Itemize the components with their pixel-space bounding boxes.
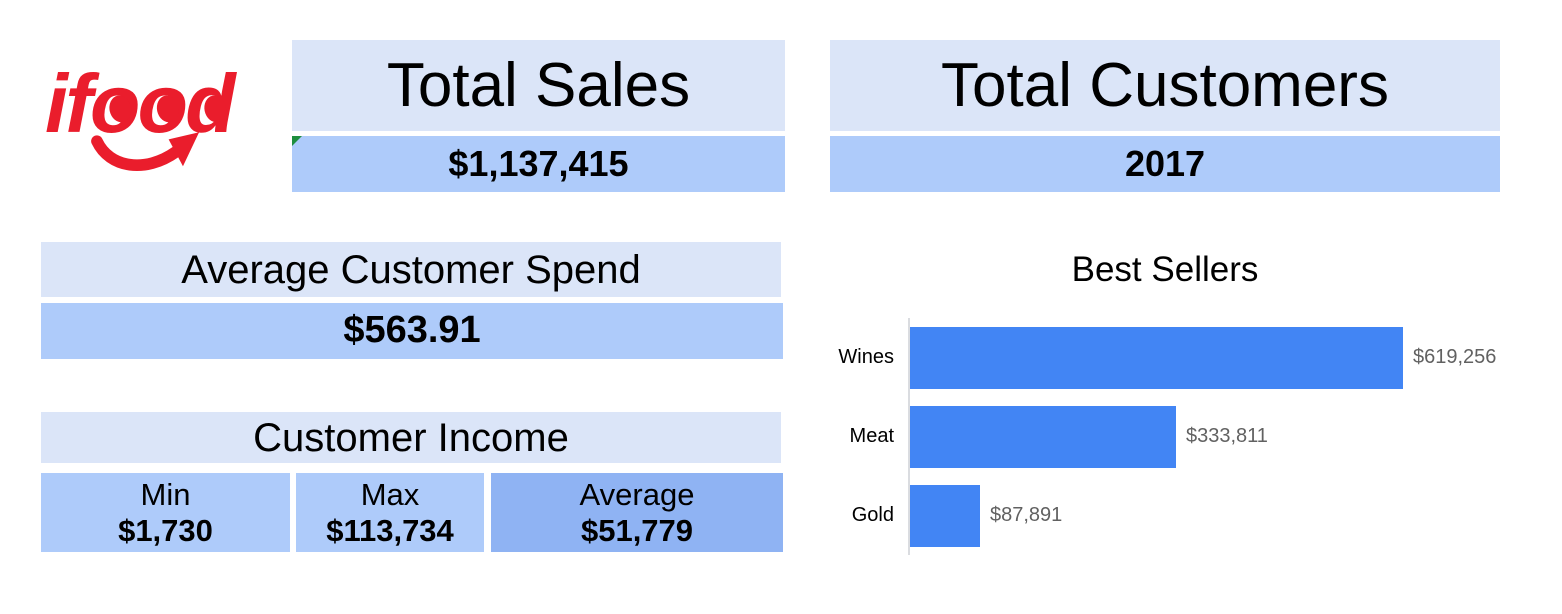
bar-wines[interactable] (910, 326, 1403, 389)
arrowhead-icon (168, 132, 200, 167)
total-customers-title: Total Customers (941, 50, 1389, 120)
category-label: Wines (838, 346, 894, 368)
bar-gold[interactable] (910, 484, 980, 547)
total-customers-value: 2017 (1124, 143, 1206, 185)
bar-value-label: $333,811 (1186, 425, 1268, 447)
income-average-value: $51,779 (580, 512, 694, 548)
total-sales-title: Total Sales (386, 50, 691, 120)
ifood-logo: ifood (45, 48, 260, 186)
income-max-cell[interactable]: Max $113,734 (296, 473, 484, 552)
income-min-label: Min (140, 476, 191, 512)
bar-area: $333,811 (894, 405, 1530, 468)
income-max-label: Max (360, 476, 420, 512)
category-label: Meat (849, 425, 894, 447)
chart-title: Best Sellers (1071, 250, 1259, 289)
average-spend-header-cell[interactable]: Average Customer Spend (41, 242, 781, 297)
income-max-value: $113,734 (326, 512, 454, 548)
swoosh-arrow-icon (91, 135, 182, 171)
income-min-cell[interactable]: Min $1,730 (41, 473, 290, 552)
chart-axis (908, 318, 910, 555)
total-sales-value-cell[interactable]: $1,137,415 (292, 136, 785, 192)
best-sellers-chart: Wines $619,256 Meat $333,811 Gold $87,891 (830, 318, 1530, 556)
note-marker-icon (292, 136, 302, 146)
chart-rows: Wines $619,256 Meat $333,811 Gold $87,891 (830, 318, 1530, 556)
bar-row-gold: Gold $87,891 (830, 476, 1530, 555)
bar-value-label: $619,256 (1413, 346, 1497, 368)
ifood-logo-icon: ifood (45, 58, 240, 171)
total-customers-header-cell[interactable]: Total Customers (830, 40, 1500, 131)
income-average-cell[interactable]: Average $51,779 (491, 473, 783, 552)
category-label: Gold (851, 504, 894, 526)
bar-row-wines: Wines $619,256 (830, 318, 1530, 397)
bar-value-label: $87,891 (990, 504, 1063, 526)
average-spend-value-cell[interactable]: $563.91 (41, 303, 783, 359)
bar-meat[interactable] (910, 405, 1176, 468)
total-customers-value-cell[interactable]: 2017 (830, 136, 1500, 192)
total-sales-value: $1,137,415 (448, 143, 629, 185)
customer-income-title: Customer Income (253, 415, 569, 460)
average-spend-value: $563.91 (343, 309, 481, 352)
customer-income-header-cell[interactable]: Customer Income (41, 412, 781, 463)
total-sales-header-cell[interactable]: Total Sales (292, 40, 785, 131)
bar-area: $619,256 (894, 326, 1530, 389)
average-spend-title: Average Customer Spend (181, 247, 641, 292)
bar-row-meat: Meat $333,811 (830, 397, 1530, 476)
bar-area: $87,891 (894, 484, 1530, 547)
income-average-label: Average (579, 476, 695, 512)
income-min-value: $1,730 (118, 512, 213, 548)
